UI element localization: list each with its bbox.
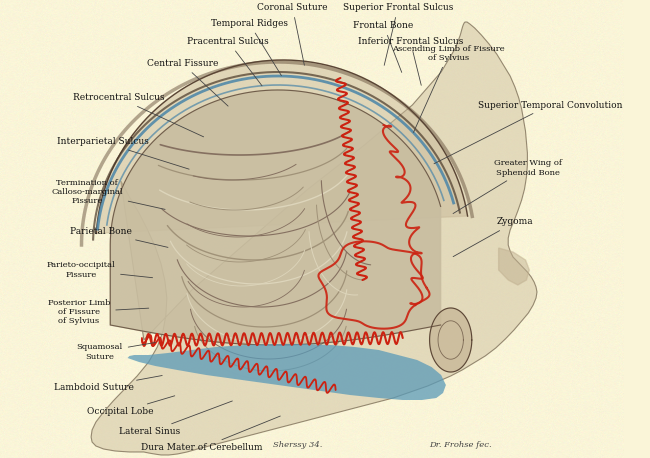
Text: Occipital Lobe: Occipital Lobe xyxy=(87,396,175,416)
Text: Dr. Frohse fec.: Dr. Frohse fec. xyxy=(429,441,491,449)
Text: Superior Temporal Convolution: Superior Temporal Convolution xyxy=(434,100,622,164)
Polygon shape xyxy=(111,90,441,345)
Text: Temporal Ridges: Temporal Ridges xyxy=(211,19,288,76)
Text: Lateral Sinus: Lateral Sinus xyxy=(119,401,232,436)
Text: Pracentral Sulcus: Pracentral Sulcus xyxy=(187,37,269,86)
Text: Greater Wing of
Sphenoid Bone: Greater Wing of Sphenoid Bone xyxy=(453,159,562,213)
Polygon shape xyxy=(499,248,529,285)
Text: Lambdoid Suture: Lambdoid Suture xyxy=(55,376,162,393)
Text: Parietal Bone: Parietal Bone xyxy=(70,228,168,247)
Polygon shape xyxy=(91,22,537,455)
Text: Squamosal
Suture: Squamosal Suture xyxy=(77,343,155,360)
Text: Dura Mater of Cerebellum: Dura Mater of Cerebellum xyxy=(140,416,280,453)
Text: Parieto-occipital
Fissure: Parieto-occipital Fissure xyxy=(46,262,153,278)
Polygon shape xyxy=(96,60,467,234)
Text: Ascending Limb of Fissure
of Sylvius: Ascending Limb of Fissure of Sylvius xyxy=(393,45,505,132)
Text: Interparietal Sulcus: Interparietal Sulcus xyxy=(57,137,189,169)
Text: Retrocentral Sulcus: Retrocentral Sulcus xyxy=(73,93,203,137)
Text: Coronal Suture: Coronal Suture xyxy=(257,3,328,65)
Text: Posterior Limb
of Fissure
of Sylvius: Posterior Limb of Fissure of Sylvius xyxy=(48,299,149,325)
Polygon shape xyxy=(430,308,472,372)
Text: Zygoma: Zygoma xyxy=(453,218,534,256)
Text: Inferior Frontal Sulcus: Inferior Frontal Sulcus xyxy=(358,37,463,85)
Text: Central Fissure: Central Fissure xyxy=(146,59,228,106)
Text: Frontal Bone: Frontal Bone xyxy=(354,21,413,72)
Text: Superior Frontal Sulcus: Superior Frontal Sulcus xyxy=(343,3,453,65)
Text: Sherssy 34.: Sherssy 34. xyxy=(272,441,322,449)
Polygon shape xyxy=(127,344,446,400)
Text: Termination of
Calloso-marginal
Fissure: Termination of Calloso-marginal Fissure xyxy=(51,179,165,209)
